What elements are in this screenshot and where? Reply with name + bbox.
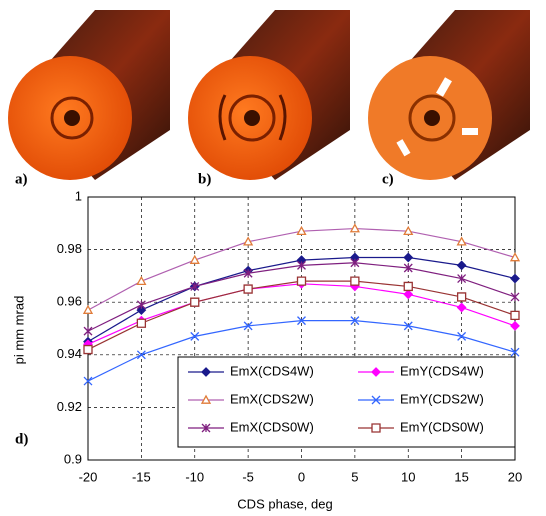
data-point (456, 236, 467, 246)
legend-label: EmX(CDS0W) (230, 419, 314, 434)
x-tick-label: 15 (454, 469, 468, 484)
legend-marker (201, 367, 211, 377)
data-point (510, 310, 520, 320)
x-tick-label: -15 (132, 469, 151, 484)
data-point (297, 260, 306, 270)
x-tick-label: 10 (401, 469, 415, 484)
data-point (190, 331, 200, 341)
y-tick-label: 0.9 (64, 451, 82, 466)
legend-marker (200, 394, 212, 404)
data-point (349, 223, 360, 233)
data-point (83, 326, 93, 336)
legend-box (177, 356, 516, 448)
panel-label: d) (15, 431, 28, 447)
x-tick-label: -5 (242, 469, 254, 484)
y-tick-label: 0.94 (57, 346, 82, 361)
data-point (243, 284, 253, 294)
x-tick-label: 20 (508, 469, 522, 484)
data-point (456, 302, 467, 313)
legend: EmX(CDS4W) EmY(CDS4W) EmX(CDS2W) EmY(CDS2W)… (177, 356, 516, 448)
data-point (510, 292, 520, 302)
data-point (403, 289, 414, 300)
data-point (136, 300, 146, 310)
y-tick-label: 0.96 (57, 294, 82, 309)
data-point (456, 260, 467, 271)
data-point (297, 316, 306, 326)
data-point (510, 273, 520, 284)
data-point (403, 321, 413, 331)
legend-marker (201, 423, 211, 433)
data-point (403, 225, 414, 236)
x-tick-label: -10 (185, 469, 204, 484)
data-point (136, 318, 147, 328)
data-point (136, 305, 147, 316)
x-tick-label: -20 (79, 469, 98, 484)
data-point (510, 320, 520, 331)
legend-label: EmY(CDS2W) (400, 391, 484, 406)
y-axis-title: pi mm mrad (11, 296, 26, 365)
data-point (190, 297, 200, 307)
render-a (8, 10, 170, 180)
legend-marker (371, 395, 381, 405)
x-tick-label: 5 (351, 469, 358, 484)
x-axis-title: CDS phase, deg (237, 496, 332, 511)
data-point (403, 252, 414, 263)
data-point (243, 236, 254, 246)
panel-label: c) (382, 171, 394, 187)
legend-label: EmY(CDS0W) (400, 419, 484, 434)
data-point (456, 292, 467, 302)
data-point (82, 304, 94, 314)
y-tick-label: 0.98 (57, 241, 82, 256)
legend-label: EmX(CDS2W) (230, 391, 314, 406)
legend-marker (371, 423, 381, 433)
panel-label: a) (15, 171, 28, 187)
data-point (509, 252, 521, 262)
legend-label: EmX(CDS4W) (230, 363, 314, 378)
data-point (350, 258, 360, 268)
data-point (296, 225, 307, 236)
data-point (457, 331, 467, 341)
data-point (243, 268, 253, 278)
data-point (243, 321, 253, 331)
data-point (136, 275, 147, 286)
legend-label: EmY(CDS4W) (400, 363, 484, 378)
data-point (403, 281, 413, 292)
data-point (350, 276, 360, 286)
y-tick-label: 0.92 (57, 399, 82, 414)
data-point (457, 274, 467, 283)
series-line (87, 280, 516, 351)
data-point (83, 376, 93, 386)
x-tick-label: 0 (298, 469, 305, 484)
data-point (296, 276, 307, 286)
render-c (368, 10, 530, 180)
panel-label: b) (198, 171, 211, 187)
y-tick-label: 1 (75, 188, 82, 203)
render-b (188, 10, 350, 180)
data-point (403, 263, 413, 273)
data-point (190, 281, 200, 291)
data-point (510, 347, 520, 357)
data-point (136, 350, 146, 360)
data-point (189, 254, 200, 264)
data-point (83, 344, 93, 355)
data-point (350, 316, 360, 326)
legend-marker (371, 367, 381, 377)
